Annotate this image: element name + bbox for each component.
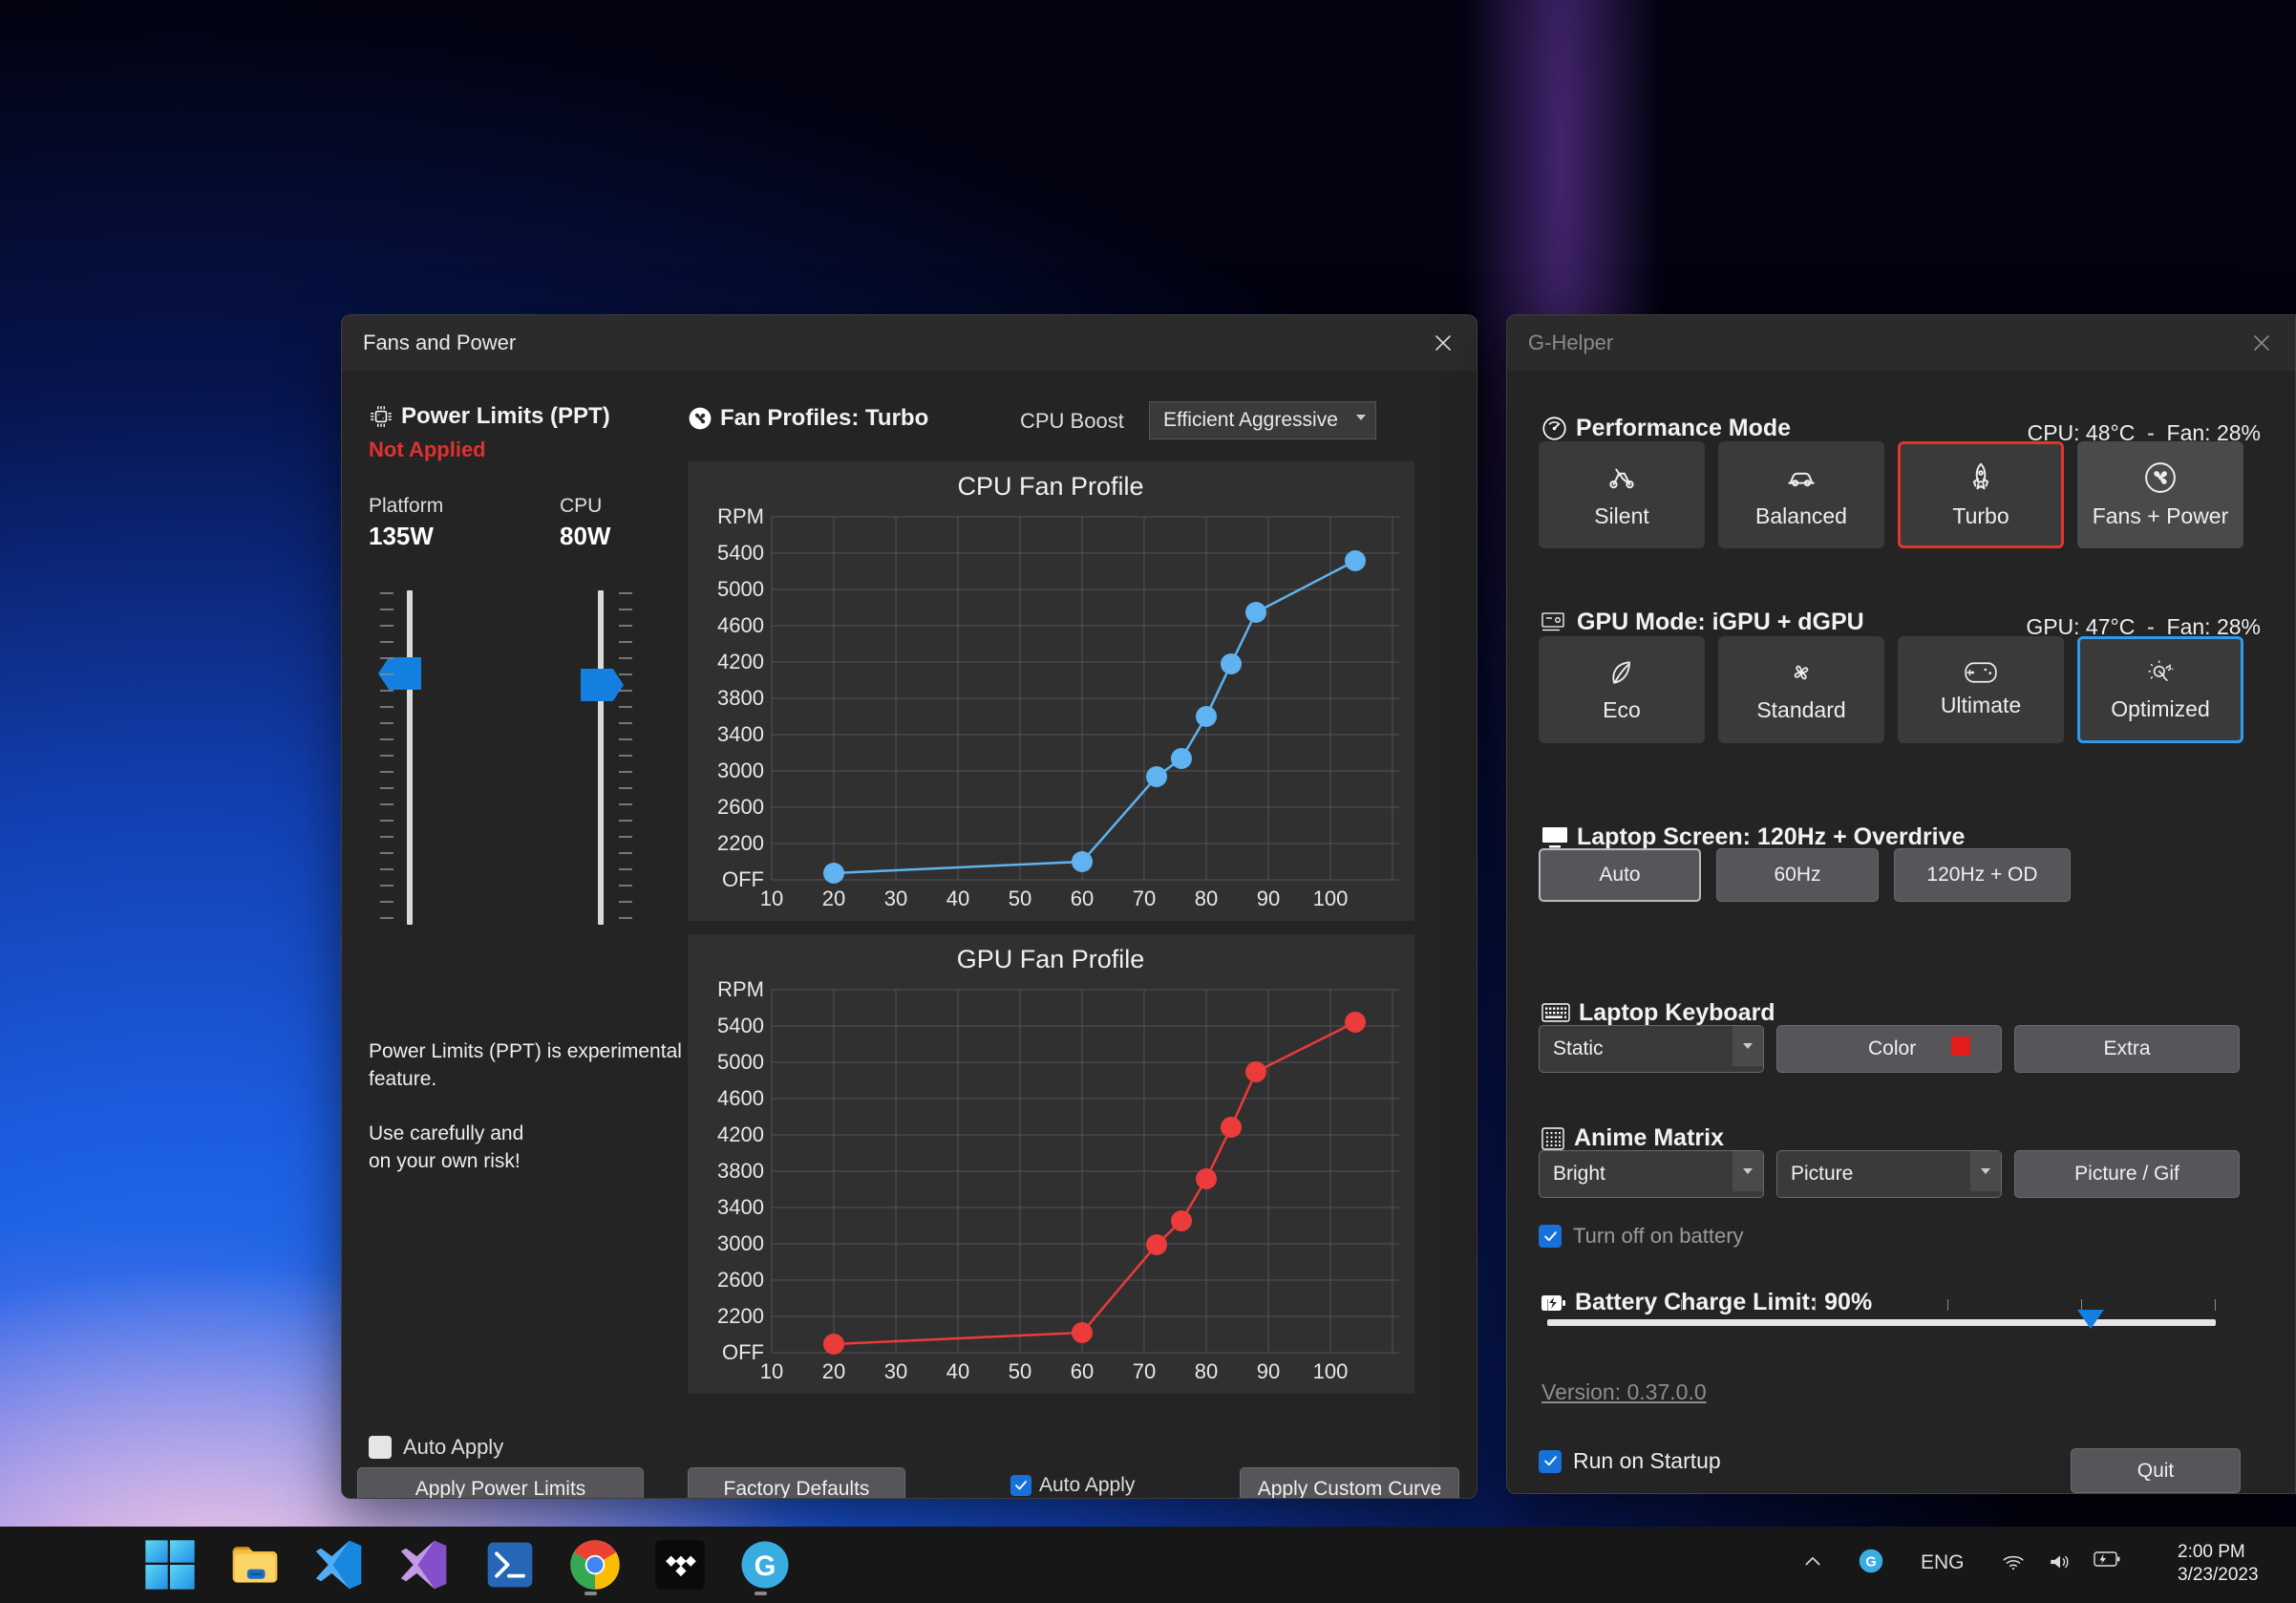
svg-text:4600: 4600 (717, 1086, 764, 1110)
svg-text:100: 100 (1313, 1359, 1349, 1383)
svg-text:100: 100 (1313, 887, 1349, 910)
svg-text:2200: 2200 (717, 1304, 764, 1328)
svg-text:2600: 2600 (717, 1268, 764, 1292)
svg-text:G: G (755, 1551, 776, 1582)
svg-text:5400: 5400 (717, 541, 764, 565)
svg-text:3800: 3800 (717, 686, 764, 710)
svg-text:3000: 3000 (717, 759, 764, 782)
svg-text:5400: 5400 (717, 1014, 764, 1037)
svg-text:4200: 4200 (717, 650, 764, 673)
svg-text:50: 50 (1009, 887, 1031, 910)
svg-text:70: 70 (1133, 887, 1156, 910)
svg-text:20: 20 (822, 887, 845, 910)
svg-text:30: 30 (884, 1359, 907, 1383)
svg-text:30: 30 (884, 887, 907, 910)
svg-text:4200: 4200 (717, 1122, 764, 1146)
svg-text:CPU Fan Profile: CPU Fan Profile (957, 472, 1143, 501)
svg-text:60: 60 (1071, 887, 1094, 910)
svg-text:90: 90 (1257, 887, 1280, 910)
svg-text:3400: 3400 (717, 1195, 764, 1219)
svg-text:3400: 3400 (717, 722, 764, 746)
svg-text:5000: 5000 (717, 577, 764, 601)
svg-text:40: 40 (946, 1359, 969, 1383)
svg-text:GPU Fan Profile: GPU Fan Profile (957, 945, 1145, 973)
svg-text:RPM: RPM (717, 977, 764, 1001)
svg-text:10: 10 (760, 887, 783, 910)
svg-text:5000: 5000 (717, 1050, 764, 1074)
svg-text:2600: 2600 (717, 795, 764, 819)
svg-text:40: 40 (946, 887, 969, 910)
svg-text:50: 50 (1009, 1359, 1031, 1383)
svg-text:80: 80 (1195, 887, 1218, 910)
svg-text:90: 90 (1257, 1359, 1280, 1383)
svg-text:OFF: OFF (722, 1340, 764, 1364)
svg-text:G: G (1865, 1555, 1876, 1571)
svg-text:2200: 2200 (717, 831, 764, 855)
svg-text:3800: 3800 (717, 1159, 764, 1183)
svg-text:60: 60 (1071, 1359, 1094, 1383)
svg-text:80: 80 (1195, 1359, 1218, 1383)
svg-text:70: 70 (1133, 1359, 1156, 1383)
svg-text:RPM: RPM (717, 504, 764, 528)
svg-text:OFF: OFF (722, 867, 764, 891)
svg-text:4600: 4600 (717, 613, 764, 637)
svg-text:20: 20 (822, 1359, 845, 1383)
svg-text:3000: 3000 (717, 1231, 764, 1255)
svg-text:10: 10 (760, 1359, 783, 1383)
